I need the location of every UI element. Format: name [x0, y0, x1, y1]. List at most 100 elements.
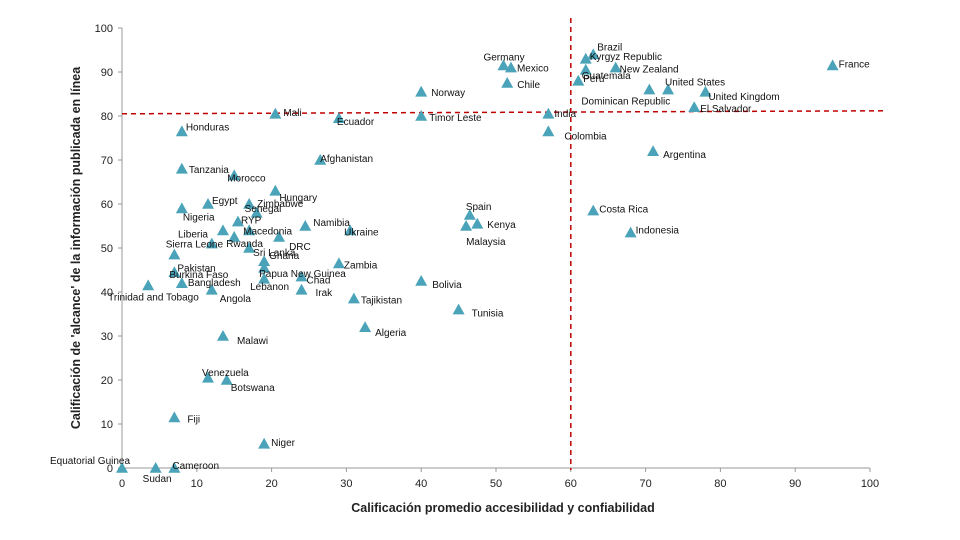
- data-point-label: Ukraine: [344, 227, 379, 238]
- data-point: [826, 59, 839, 71]
- data-point: [228, 169, 241, 181]
- data-point: [168, 266, 181, 277]
- data-point: [463, 209, 476, 220]
- data-point-label: Brazil: [597, 42, 622, 53]
- data-point-label: RYP: [241, 216, 262, 227]
- data-point: [314, 154, 327, 165]
- data-point: [258, 272, 271, 284]
- y-axis-title: Calificación de 'alcance' de la informac…: [69, 66, 83, 429]
- data-point-label: Cameroon: [172, 461, 219, 472]
- data-point: [643, 83, 656, 95]
- data-point-label: Senegal: [245, 204, 282, 215]
- x-tick-label: 20: [265, 478, 277, 490]
- data-point-label: Argentina: [663, 150, 706, 161]
- data-point: [359, 321, 372, 332]
- data-point-label: United States: [665, 78, 725, 89]
- data-point-label: Malaysia: [466, 237, 506, 248]
- data-point-label: Tajikistan: [361, 296, 402, 307]
- data-point: [205, 283, 218, 295]
- data-point-label: Guatemala: [582, 71, 631, 82]
- y-tick-label: 40: [101, 287, 113, 299]
- data-point: [168, 411, 181, 423]
- data-point-label: Timor Leste: [429, 113, 482, 124]
- y-tick-label: 10: [101, 419, 113, 431]
- data-point-label: Ghana: [269, 251, 299, 262]
- data-point-label: New Zealand: [620, 65, 679, 76]
- data-point-label: El Salvador: [700, 104, 752, 115]
- x-tick-label: 10: [191, 478, 203, 490]
- data-point: [662, 83, 675, 95]
- data-point-label: Sierra Leone: [166, 240, 224, 251]
- data-point-label: Norway: [431, 88, 465, 99]
- data-point-label: Namibia: [313, 218, 350, 229]
- data-point-label: Indonesia: [636, 226, 680, 237]
- data-point: [332, 112, 345, 123]
- data-point-label: Algeria: [375, 328, 407, 339]
- data-point: [202, 371, 215, 383]
- data-point: [572, 74, 585, 86]
- data-point: [497, 59, 510, 71]
- x-tick-label: 80: [714, 478, 726, 490]
- data-point-label: Sudan: [143, 474, 172, 485]
- data-point: [175, 202, 188, 214]
- data-point-label: Germany: [483, 52, 524, 63]
- x-tick-label: 60: [565, 478, 577, 490]
- data-point: [175, 162, 188, 174]
- data-point: [243, 224, 256, 236]
- y-tick-label: 0: [107, 463, 113, 475]
- data-point-label: Chile: [517, 80, 540, 91]
- data-point: [116, 462, 128, 473]
- data-point: [231, 215, 244, 227]
- data-point-label: Zambia: [344, 260, 378, 271]
- data-point: [243, 242, 256, 253]
- data-point: [216, 330, 229, 341]
- data-point: [250, 206, 263, 218]
- data-point-label: Afghanistan: [320, 154, 373, 165]
- data-point-label: Dominican Republic: [581, 97, 670, 108]
- data-point: [579, 63, 592, 75]
- data-point: [168, 462, 181, 473]
- data-point-label: United Kingdom: [708, 92, 779, 103]
- x-tick-label: 50: [490, 478, 502, 490]
- data-point: [501, 77, 514, 88]
- data-point: [587, 204, 600, 216]
- data-point-label: Irak: [316, 288, 334, 299]
- data-point: [269, 107, 282, 119]
- data-point-label: Trinidad and Tobago: [108, 292, 199, 303]
- data-point-label: Egypt: [212, 196, 238, 207]
- data-point-label: Bolivia: [432, 280, 462, 291]
- data-point: [460, 220, 473, 231]
- data-point: [220, 374, 233, 385]
- data-point: [624, 226, 637, 238]
- data-point: [205, 237, 218, 249]
- data-point-label: Kenya: [487, 220, 516, 231]
- data-point: [344, 224, 357, 236]
- data-point: [258, 437, 271, 449]
- data-point-label: Costa Rica: [599, 205, 648, 216]
- data-point: [142, 279, 155, 291]
- data-point: [415, 275, 428, 286]
- data-point: [452, 303, 465, 315]
- data-point: [471, 217, 484, 229]
- y-tick-label: 90: [101, 67, 113, 79]
- data-point: [175, 125, 188, 137]
- data-point-label: Mali: [283, 108, 301, 119]
- data-point: [415, 85, 428, 97]
- x-tick-labels: 0 10 20 30 40 50 60 70 80 90 100: [119, 468, 879, 490]
- y-tick-label: 20: [101, 375, 113, 387]
- data-point: [415, 110, 428, 121]
- data-point: [299, 220, 312, 231]
- data-point: [202, 198, 215, 209]
- data-point-label: India: [554, 109, 576, 120]
- data-point: [609, 61, 622, 73]
- data-point-label: Peru: [583, 74, 604, 85]
- y-tick-label: 70: [101, 155, 113, 167]
- data-point: [332, 257, 345, 269]
- data-point: [228, 231, 241, 242]
- data-point-label: Hungary: [279, 193, 317, 204]
- x-tick-label: 70: [639, 478, 651, 490]
- data-point-label: Equatorial Guinea: [50, 456, 130, 467]
- data-point: [587, 48, 600, 60]
- data-point: [258, 261, 271, 273]
